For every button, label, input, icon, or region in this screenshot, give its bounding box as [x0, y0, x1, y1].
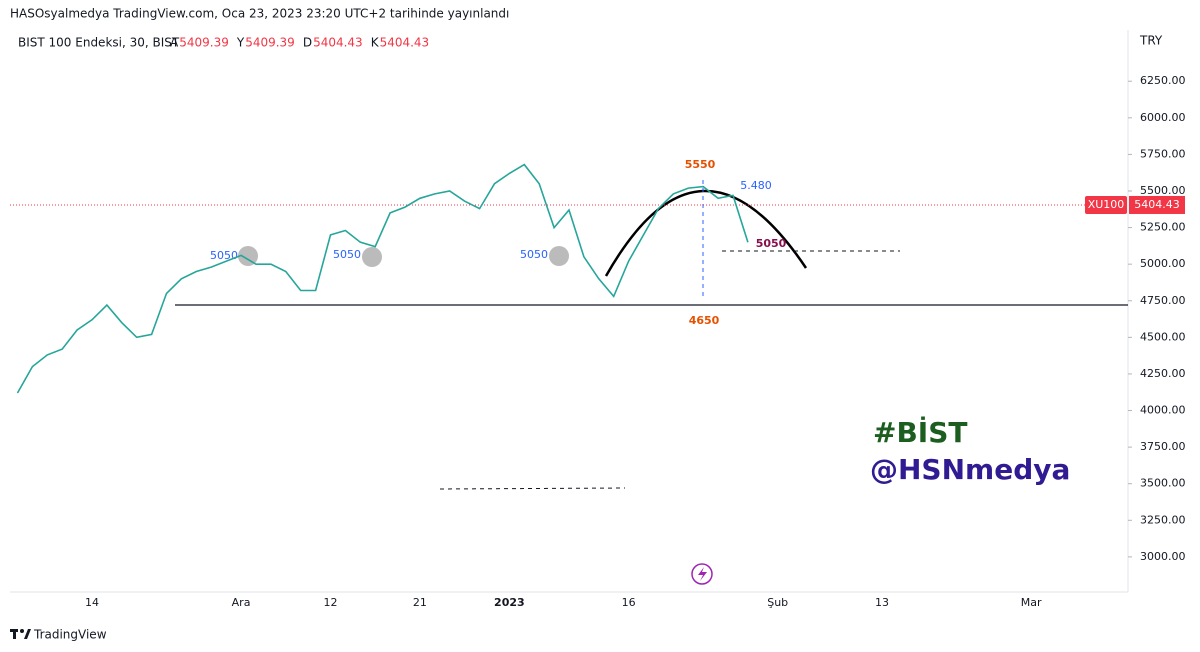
ohlc: A 5409.39 Y 5409.39 D 5404.43 K 5404.43 — [170, 36, 429, 50]
y-tick-label: 4000.00 — [1140, 404, 1186, 417]
ohlc-key: Y — [236, 36, 245, 50]
icon[interactable] — [691, 563, 713, 585]
annotation: 5050 — [210, 249, 238, 262]
y-tick-label: 5000.00 — [1140, 257, 1186, 270]
ohlc-key: D — [303, 36, 312, 50]
y-tick-label: 3500.00 — [1140, 477, 1186, 490]
annotation: 5050 — [756, 237, 787, 250]
x-tick-label: Mar — [1021, 596, 1042, 609]
published: HASOsyalmedya TradingView.com, Oca 23, 2… — [10, 7, 509, 21]
annotation: 5550 — [685, 158, 716, 171]
y-tick-label: 3000.00 — [1140, 550, 1186, 563]
x-tick-label: 14 — [85, 596, 99, 609]
handle: @HSNmedya — [870, 453, 1070, 486]
y-tick-label: 5250.00 — [1140, 221, 1186, 234]
marker-circle — [362, 247, 382, 267]
marker-circle — [238, 246, 258, 266]
ohlc-key: K — [371, 36, 380, 50]
annotation: 5050 — [333, 248, 361, 261]
annotation: 5.480 — [740, 179, 772, 192]
ohlc-value: 5404.43 — [313, 36, 363, 50]
marker-circle — [549, 246, 569, 266]
y-tick-label: 3250.00 — [1140, 513, 1186, 526]
ohlc-value: 5404.43 — [380, 36, 430, 50]
logo — [10, 629, 31, 639]
icon-bolt — [698, 567, 707, 581]
x-tick-label: 2023 — [494, 596, 525, 609]
annotation: 4650 — [689, 314, 720, 327]
hashtag: #BİST — [873, 415, 968, 449]
dash-3500 — [439, 487, 626, 490]
last-price-tag — [1085, 195, 1127, 214]
y-tick-label: 5500.00 — [1140, 184, 1186, 197]
ohlc-value: 5409.39 — [245, 36, 295, 50]
brand: TradingView — [33, 628, 107, 642]
x-tick-label: 16 — [622, 596, 636, 609]
y-tick-label: 5750.00 — [1140, 147, 1186, 160]
symbol: BIST 100 Endeksi, 30, BIST — [18, 36, 180, 50]
y-tick-label: 3750.00 — [1140, 440, 1186, 453]
x-tick-label: 13 — [875, 596, 889, 609]
y-tick-label: 4250.00 — [1140, 367, 1186, 380]
last-price-label: 5404.43 — [1134, 198, 1180, 211]
x-tick-label: Şub — [767, 596, 788, 609]
x-tick-label: 21 — [413, 596, 427, 609]
x-tick-label: 12 — [323, 596, 337, 609]
last-price-box — [1129, 195, 1185, 214]
ohlc-key: A — [170, 36, 179, 50]
y-tick-label: 6000.00 — [1140, 111, 1186, 124]
y-tick-label: 4500.00 — [1140, 330, 1186, 343]
y-tick-label: 6250.00 — [1140, 74, 1186, 87]
price-line — [16, 163, 749, 394]
annotation: 5050 — [520, 248, 548, 261]
series-label: XU100 — [1088, 198, 1125, 211]
ohlc-value: 5409.39 — [179, 36, 229, 50]
y-tick-label: 4750.00 — [1140, 294, 1186, 307]
x-tick-label: Ara — [232, 596, 251, 609]
currency: TRY — [1139, 34, 1163, 48]
